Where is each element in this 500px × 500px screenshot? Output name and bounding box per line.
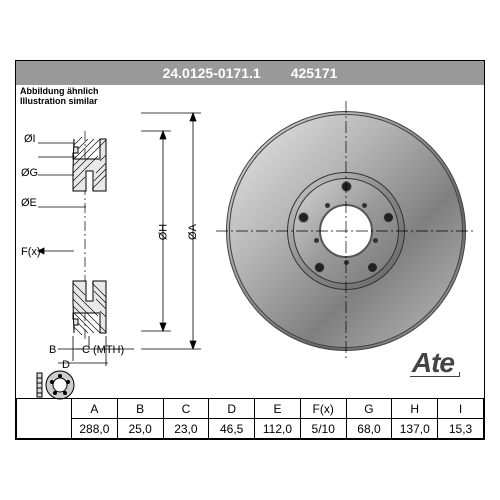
col-E: E — [255, 399, 301, 419]
front-view — [226, 111, 466, 351]
val-E: 112,0 — [255, 419, 301, 439]
col-F: F(x) — [300, 399, 346, 419]
product-pictogram — [34, 369, 76, 401]
diagram-area: ØI ØG ØE F(x) B C (MTH) D — [26, 101, 476, 361]
val-B: 25,0 — [117, 419, 163, 439]
val-I: 15,3 — [438, 419, 484, 439]
val-G: 68,0 — [346, 419, 392, 439]
table-value-row: 288,0 25,0 23,0 46,5 112,0 5/10 68,0 137… — [17, 419, 484, 439]
part-code: 425171 — [291, 65, 338, 81]
col-A: A — [72, 399, 118, 419]
dimension-lines — [26, 101, 236, 376]
document-frame: 24.0125-0171.1 425171 Abbildung ähnlich … — [15, 60, 485, 440]
col-C: C — [163, 399, 209, 419]
table-header-row: A B C D E F(x) G H I — [17, 399, 484, 419]
pictogram-cell — [17, 399, 72, 439]
col-I: I — [438, 399, 484, 419]
part-number: 24.0125-0171.1 — [163, 65, 261, 81]
col-G: G — [346, 399, 392, 419]
dimension-table: A B C D E F(x) G H I 288,0 25,0 23,0 46,… — [16, 398, 484, 439]
val-A: 288,0 — [72, 419, 118, 439]
col-D: D — [209, 399, 255, 419]
col-H: H — [392, 399, 438, 419]
val-F: 5/10 — [300, 419, 346, 439]
header-bar: 24.0125-0171.1 425171 — [16, 61, 484, 85]
val-C: 23,0 — [163, 419, 209, 439]
val-D: 46,5 — [209, 419, 255, 439]
vertical-dim-lines — [141, 101, 201, 361]
brand-logo: Ate — [412, 347, 454, 379]
val-H: 137,0 — [392, 419, 438, 439]
col-B: B — [117, 399, 163, 419]
centerlines — [216, 101, 476, 361]
